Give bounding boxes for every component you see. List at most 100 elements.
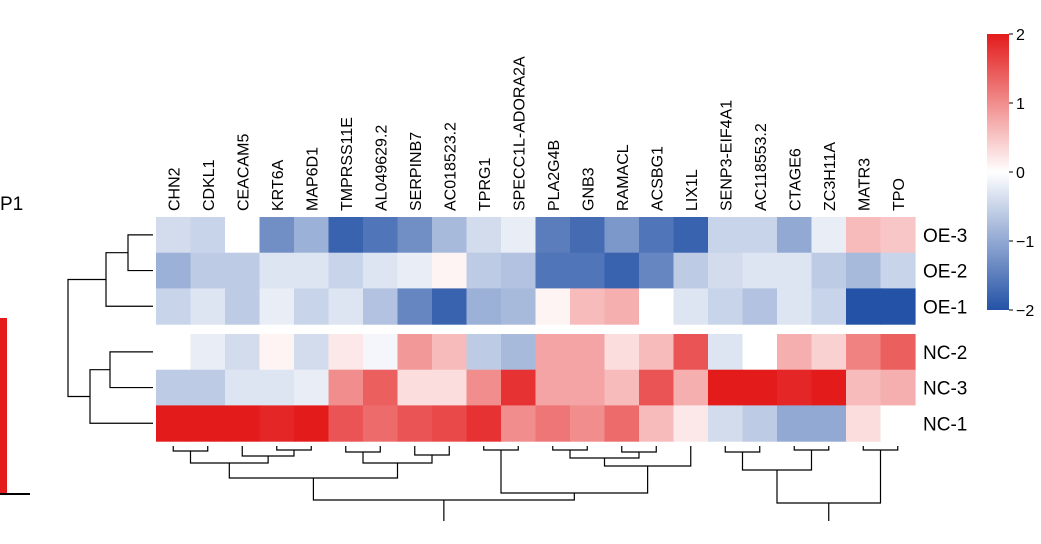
heatmap-cell bbox=[777, 405, 813, 442]
heatmap-cell bbox=[432, 334, 468, 371]
heatmap-cell bbox=[259, 217, 295, 254]
heatmap-cell bbox=[535, 288, 571, 325]
heatmap-cell bbox=[363, 252, 399, 289]
heatmap-cell bbox=[328, 252, 364, 289]
heatmap-cell bbox=[225, 405, 261, 442]
row-label: NC-1 bbox=[923, 414, 967, 435]
heatmap-cell bbox=[708, 217, 744, 254]
column-dendrogram-branch bbox=[621, 446, 657, 453]
heatmap-cell bbox=[604, 252, 640, 289]
heatmap-cell bbox=[570, 334, 606, 371]
heatmap-cell bbox=[466, 217, 502, 254]
heatmap-cell bbox=[673, 252, 709, 289]
heatmap-cell bbox=[846, 405, 882, 442]
heatmap-cell bbox=[604, 217, 640, 254]
row-dendrogram-branch bbox=[105, 252, 153, 307]
column-dendrogram-branch bbox=[172, 446, 209, 452]
heatmap-cell bbox=[846, 288, 882, 325]
heatmap-cell bbox=[294, 252, 330, 289]
heatmap-cell bbox=[673, 288, 709, 325]
heatmap-cell bbox=[294, 405, 330, 442]
column-dendrogram-branch bbox=[603, 446, 692, 467]
heatmap-cell bbox=[535, 252, 571, 289]
heatmap-cell bbox=[811, 217, 847, 254]
heatmap-cell bbox=[190, 334, 226, 371]
heatmap-cell bbox=[708, 288, 744, 325]
column-label: TPRG1 bbox=[477, 158, 494, 211]
heatmap-cell bbox=[156, 288, 192, 325]
heatmap-cell bbox=[259, 405, 295, 442]
heatmap-cell bbox=[570, 369, 606, 406]
heatmap-cell bbox=[708, 334, 744, 371]
column-dendrogram-branch bbox=[228, 463, 399, 479]
column-label: ACSBG1 bbox=[649, 146, 666, 211]
row-dendrogram bbox=[67, 234, 153, 424]
row-label: OE-2 bbox=[923, 262, 967, 283]
column-label: CDKL1 bbox=[201, 159, 218, 211]
column-dendrogram bbox=[172, 446, 899, 521]
heatmap-cell bbox=[673, 334, 709, 371]
heatmap-cell bbox=[397, 288, 433, 325]
color-scale-tick-label: 2 bbox=[1016, 27, 1025, 44]
heatmap-cell bbox=[328, 369, 364, 406]
color-scale-tick-label: 1 bbox=[1016, 96, 1025, 113]
color-scale-bar bbox=[987, 34, 1009, 310]
heatmap-cell bbox=[673, 217, 709, 254]
column-label: KRT6A bbox=[270, 159, 287, 211]
heatmap-cell bbox=[570, 252, 606, 289]
heatmap-cell bbox=[639, 217, 675, 254]
heatmap-cell bbox=[432, 217, 468, 254]
heatmap-cell bbox=[604, 288, 640, 325]
heatmap-cell bbox=[328, 334, 364, 371]
left-panel-label: P1 bbox=[0, 194, 23, 215]
heatmap-cell bbox=[225, 252, 261, 289]
row-label: OE-1 bbox=[923, 297, 967, 318]
heatmap-cell bbox=[466, 288, 502, 325]
heatmap-cell bbox=[777, 288, 813, 325]
heatmap-cell bbox=[639, 288, 675, 325]
column-label: CEACAM5 bbox=[235, 134, 252, 211]
row-dendrogram-branch bbox=[109, 351, 153, 389]
heatmap-cell bbox=[570, 405, 606, 442]
column-label: ZC3H11A bbox=[822, 142, 839, 211]
heatmap-cell bbox=[742, 369, 778, 406]
heatmap-cell bbox=[501, 334, 537, 371]
column-dendrogram-branch bbox=[500, 450, 649, 494]
heatmap-cell bbox=[363, 288, 399, 325]
column-label: TMPRSS11E bbox=[339, 117, 356, 211]
column-dendrogram-branch bbox=[776, 450, 882, 504]
column-dendrogram-branch bbox=[724, 446, 761, 453]
heatmap-cell bbox=[811, 405, 847, 442]
heatmap-cell bbox=[811, 334, 847, 371]
heatmap-cell bbox=[466, 334, 502, 371]
heatmap-cell bbox=[880, 288, 916, 325]
heatmap-cell bbox=[156, 405, 192, 442]
heatmap-cell bbox=[501, 405, 537, 442]
heatmap-cell bbox=[846, 334, 882, 371]
heatmap-cell bbox=[846, 252, 882, 289]
column-dendrogram-branch bbox=[241, 446, 295, 457]
heatmap-cell bbox=[535, 217, 571, 254]
row-label: NC-2 bbox=[923, 343, 967, 364]
column-dendrogram-branch bbox=[312, 478, 575, 501]
column-label: AC018523.2 bbox=[442, 122, 459, 211]
column-dendrogram-branch bbox=[552, 446, 588, 451]
column-label: MAP6D1 bbox=[304, 147, 321, 211]
heatmap-cell bbox=[432, 369, 468, 406]
heatmap-cell bbox=[328, 217, 364, 254]
row-dendrogram-branch bbox=[67, 278, 106, 398]
heatmap-cell bbox=[708, 369, 744, 406]
column-dendrogram-branch bbox=[569, 450, 640, 459]
color-scale-tick-label: −1 bbox=[1016, 234, 1034, 251]
heatmap-cell bbox=[363, 369, 399, 406]
heatmap-cell bbox=[742, 405, 778, 442]
heatmap-cell bbox=[259, 252, 295, 289]
heatmap-cell bbox=[397, 252, 433, 289]
heatmap-cell bbox=[639, 369, 675, 406]
row-label: OE-3 bbox=[923, 226, 967, 247]
heatmap-cell bbox=[811, 252, 847, 289]
color-scale-tick-label: −2 bbox=[1016, 303, 1034, 320]
heatmap-cell bbox=[880, 252, 916, 289]
row-labels: OE-3 OE-2 OE-1 NC-2 NC-3 NC-1 bbox=[923, 226, 967, 435]
heatmap-cell bbox=[880, 217, 916, 254]
